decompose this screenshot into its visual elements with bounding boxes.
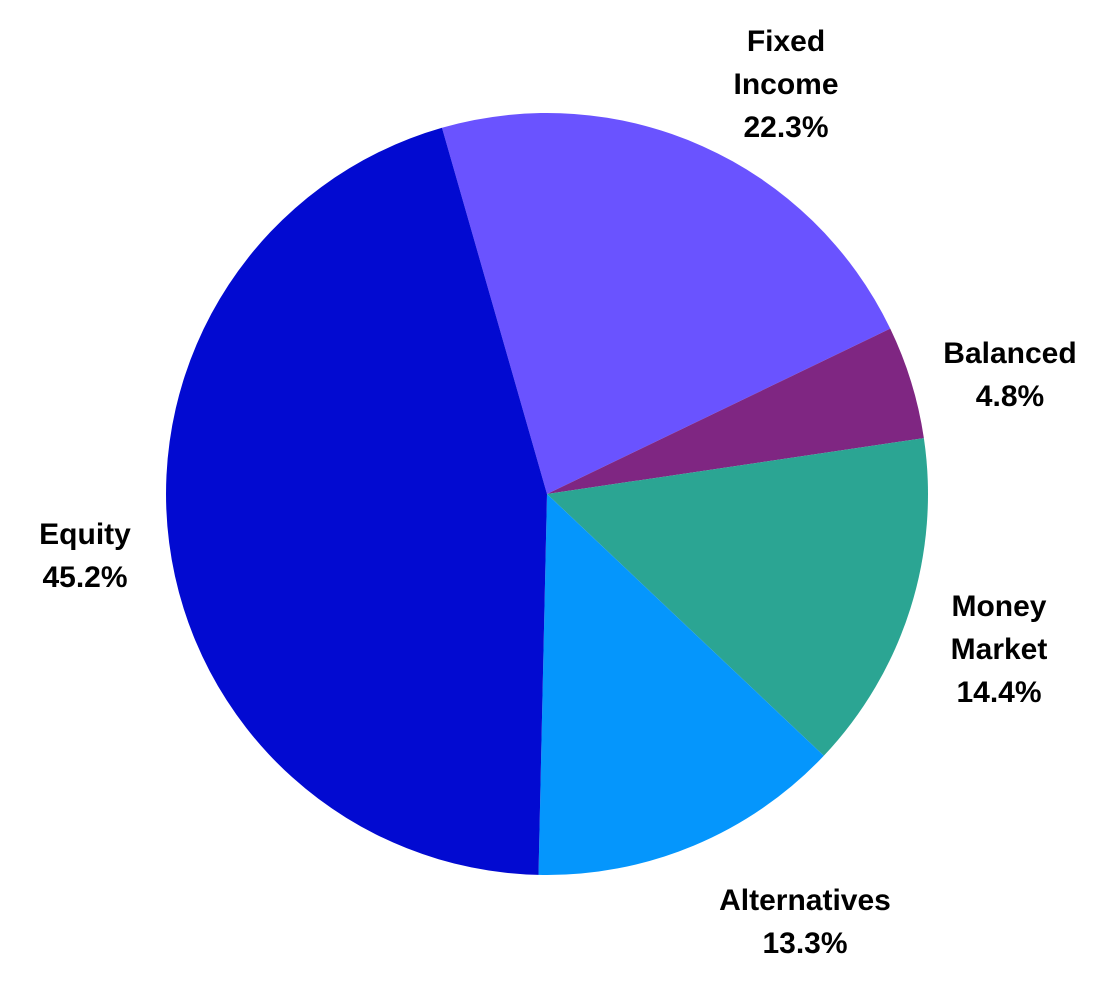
data-label-value: 4.8% (976, 380, 1044, 413)
data-label-name: Equity (39, 518, 131, 551)
pie-labels: Fixed Income 22.3% Balanced 4.8% Money Market 1… (39, 25, 1077, 960)
data-label-name: Alternatives (719, 884, 891, 917)
data-label-equity: Equity 45.2% (39, 518, 131, 594)
pie-slice-balanced (547, 328, 924, 494)
pie-slice-equity (166, 127, 547, 875)
data-label-name: Fixed (747, 25, 825, 58)
data-label-value: 22.3% (743, 111, 828, 144)
data-label-name: Balanced (943, 337, 1076, 370)
data-label-balanced: Balanced 4.8% (943, 337, 1076, 413)
pie-slice-fixed-income (441, 113, 891, 494)
data-label-name: Income (733, 68, 838, 101)
data-label-alternatives: Alternatives 13.3% (719, 884, 891, 960)
data-label-value: 13.3% (762, 927, 847, 960)
data-label-money-market: Money Market 14.4% (951, 590, 1048, 709)
data-label-value: 45.2% (42, 561, 127, 594)
data-label-name: Money (951, 590, 1046, 623)
pie-slice-alternatives (538, 494, 824, 875)
data-label-name: Market (951, 633, 1048, 666)
data-label-fixed-income: Fixed Income 22.3% (733, 25, 838, 144)
data-label-value: 14.4% (956, 676, 1041, 709)
pie-slice-money-market (547, 438, 928, 756)
pie-slices (166, 113, 928, 875)
